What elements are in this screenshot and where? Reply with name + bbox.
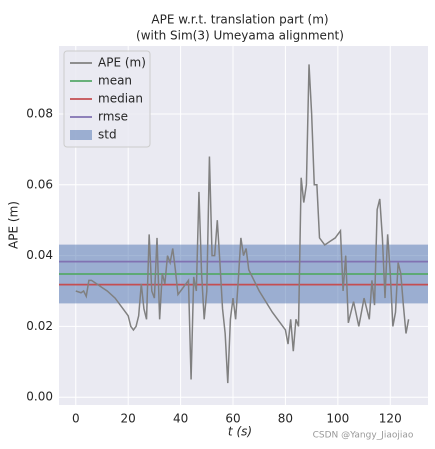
y-tick-label: 0.02 xyxy=(26,319,53,333)
x-tick-label: 80 xyxy=(278,412,293,426)
x-tick-label: 100 xyxy=(326,412,349,426)
x-tick-label: 60 xyxy=(225,412,240,426)
watermark: CSDN @Yangy_Jiaojiao xyxy=(313,431,414,441)
y-axis-label: APE (m) xyxy=(7,201,21,249)
legend-swatch xyxy=(70,130,92,140)
x-tick-label: 20 xyxy=(121,412,136,426)
legend-label: median xyxy=(98,92,143,106)
y-tick-label: 0.04 xyxy=(26,248,53,262)
data-line xyxy=(75,64,410,384)
legend: APE (m) mean median rmse std xyxy=(63,50,151,148)
legend-label: rmse xyxy=(98,110,128,124)
x-tick-label: 120 xyxy=(379,412,402,426)
x-tick-label: 0 xyxy=(72,412,80,426)
chart-title: APE w.r.t. translation part (m) xyxy=(151,13,328,27)
legend-box xyxy=(63,50,151,148)
x-axis-label: t (s) xyxy=(228,425,252,439)
legend-label: std xyxy=(98,128,117,142)
chart-subtitle: (with Sim(3) Umeyama alignment) xyxy=(136,29,344,43)
x-tick-label: 40 xyxy=(173,412,188,426)
legend-label: mean xyxy=(98,74,132,88)
legend-label: APE (m) xyxy=(98,56,146,70)
y-tick-label: 0.06 xyxy=(26,177,53,191)
y-tick-label: 0.00 xyxy=(26,390,53,404)
y-tick-label: 0.08 xyxy=(26,106,53,120)
